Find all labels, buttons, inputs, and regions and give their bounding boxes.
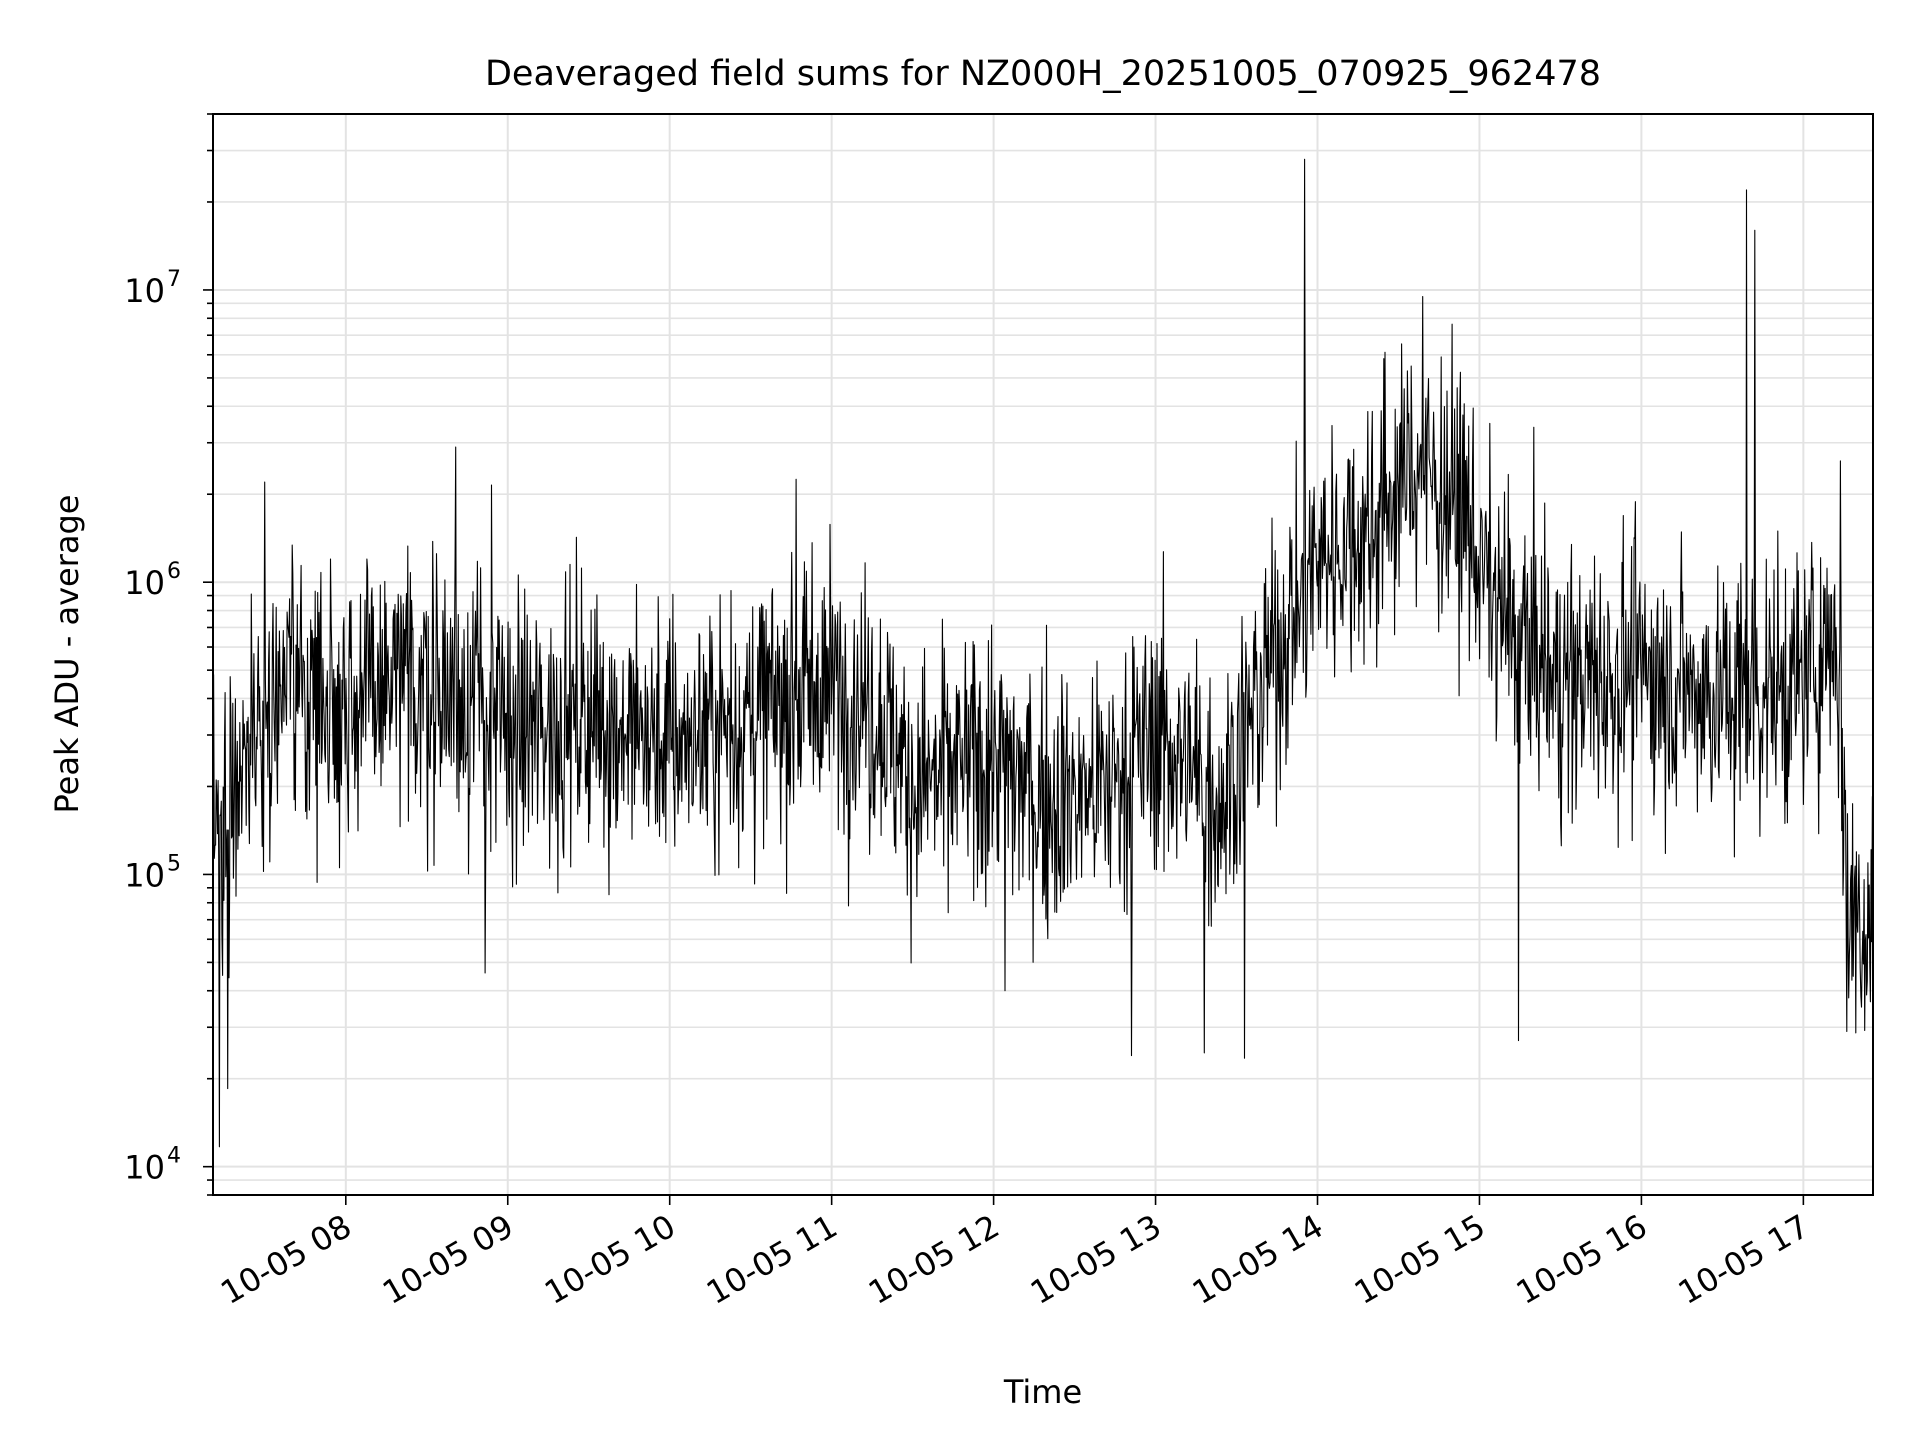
- y-tick-label: 10: [124, 856, 165, 894]
- plot-frame: [212, 113, 1874, 1196]
- chart-title: Deaveraged field sums for NZ000H_2025100…: [485, 54, 1601, 94]
- y-axis-label: Peak ADU - average: [48, 495, 86, 814]
- y-tick-label: 10: [124, 272, 165, 310]
- y-tick-exponent: 4: [167, 1144, 181, 1169]
- y-tick-label: 10: [124, 1149, 165, 1187]
- y-tick-label: 10: [124, 564, 165, 602]
- y-tick-exponent: 7: [167, 267, 181, 292]
- data-series: [212, 158, 1874, 1148]
- y-tick-exponent: 5: [167, 851, 181, 876]
- series-line: [212, 158, 1874, 1148]
- x-axis-label: Time: [1003, 1373, 1082, 1411]
- y-tick-exponent: 6: [167, 559, 181, 584]
